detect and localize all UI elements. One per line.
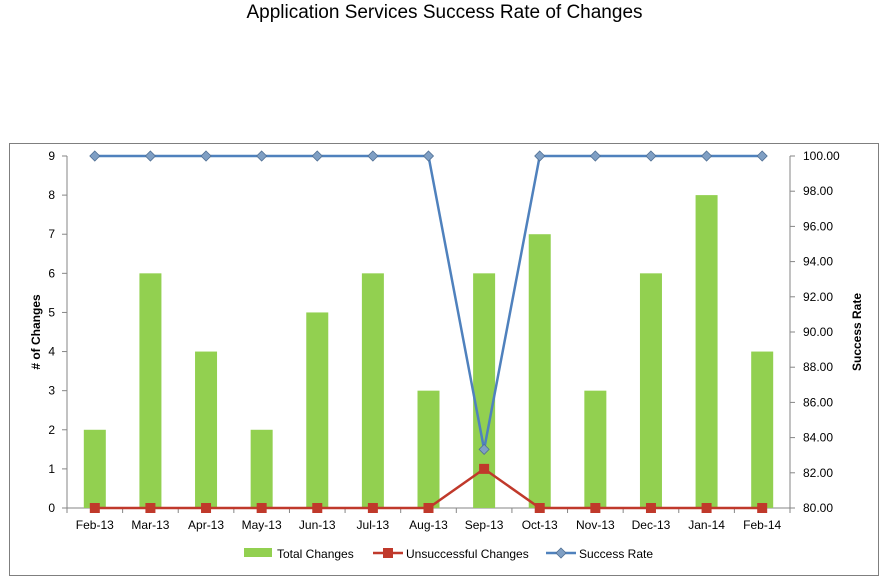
data-point xyxy=(89,503,100,513)
data-point xyxy=(479,463,490,474)
y-tick-label-left: 9 xyxy=(48,149,55,163)
data-point xyxy=(256,150,268,162)
x-tick-label: Feb-14 xyxy=(743,518,781,532)
x-tick-label: Nov-13 xyxy=(576,518,615,532)
data-point xyxy=(590,503,601,513)
y-axis-title-left: # of Changes xyxy=(29,294,43,370)
data-point xyxy=(645,150,657,162)
data-point xyxy=(144,150,156,162)
data-point xyxy=(534,150,546,162)
y-axis-title-right: Success Rate xyxy=(850,293,864,371)
y-tick-label-left: 6 xyxy=(48,266,55,280)
legend-marker xyxy=(555,547,567,559)
y-tick-label-right: 82.00 xyxy=(803,466,833,480)
y-tick-label-right: 98.00 xyxy=(803,184,833,198)
data-point xyxy=(701,150,713,162)
y-tick-label-right: 90.00 xyxy=(803,325,833,339)
data-point xyxy=(645,503,656,513)
bar xyxy=(195,351,218,508)
x-tick-label: Mar-13 xyxy=(131,518,169,532)
data-point xyxy=(200,150,212,162)
x-tick-label: May-13 xyxy=(242,518,282,532)
data-point xyxy=(311,150,323,162)
data-point xyxy=(367,503,378,513)
y-tick-label-right: 84.00 xyxy=(803,431,833,445)
y-tick-label-left: 0 xyxy=(48,501,55,515)
x-tick-label: Dec-13 xyxy=(632,518,671,532)
y-tick-label-right: 94.00 xyxy=(803,255,833,269)
bar xyxy=(139,273,162,508)
data-point xyxy=(145,503,156,513)
data-point xyxy=(756,150,768,162)
data-point xyxy=(367,150,379,162)
y-tick-label-left: 8 xyxy=(48,188,55,202)
x-tick-label: Sep-13 xyxy=(465,518,504,532)
y-tick-label-left: 1 xyxy=(48,462,55,476)
bar xyxy=(528,234,551,508)
y-tick-label-left: 4 xyxy=(48,345,55,359)
x-tick-label: Jun-13 xyxy=(299,518,336,532)
y-tick-label-right: 100.00 xyxy=(803,149,840,163)
y-tick-label-right: 92.00 xyxy=(803,290,833,304)
y-tick-label-right: 88.00 xyxy=(803,360,833,374)
bar xyxy=(584,390,607,508)
bar xyxy=(417,390,440,508)
chart-frame xyxy=(9,143,879,576)
data-point xyxy=(423,503,434,513)
y-tick-label-left: 2 xyxy=(48,423,55,437)
x-tick-label: Oct-13 xyxy=(522,518,558,532)
x-tick-label: Feb-13 xyxy=(76,518,114,532)
bar xyxy=(250,429,273,508)
bar xyxy=(306,312,329,508)
data-point xyxy=(757,503,768,513)
data-point xyxy=(534,503,545,513)
y-tick-label-right: 86.00 xyxy=(803,395,833,409)
data-point xyxy=(256,503,267,513)
y-tick-label-right: 96.00 xyxy=(803,219,833,233)
chart-title: Application Services Success Rate of Cha… xyxy=(246,2,643,23)
x-tick-label: Jan-14 xyxy=(688,518,725,532)
y-tick-label-left: 7 xyxy=(48,227,55,241)
y-tick-label-right: 80.00 xyxy=(803,501,833,515)
bar xyxy=(361,273,384,508)
bar xyxy=(751,351,774,508)
y-tick-label-left: 3 xyxy=(48,384,55,398)
legend-label: Success Rate xyxy=(579,547,653,561)
data-point xyxy=(422,150,435,162)
legend-marker xyxy=(383,548,393,558)
legend-swatch xyxy=(244,548,272,557)
data-point xyxy=(312,503,323,513)
x-tick-label: Aug-13 xyxy=(409,518,448,532)
legend-label: Total Changes xyxy=(277,547,354,561)
data-point xyxy=(201,503,212,513)
bar xyxy=(695,195,718,508)
data-point xyxy=(589,150,601,162)
data-point xyxy=(478,443,490,455)
bar xyxy=(639,273,662,508)
y-tick-label-left: 5 xyxy=(48,305,55,319)
x-tick-label: Apr-13 xyxy=(188,518,224,532)
data-point xyxy=(89,150,101,162)
bar xyxy=(83,429,106,508)
legend-label: Unsuccessful Changes xyxy=(406,547,529,561)
data-point xyxy=(701,503,712,513)
x-tick-label: Jul-13 xyxy=(357,518,390,532)
